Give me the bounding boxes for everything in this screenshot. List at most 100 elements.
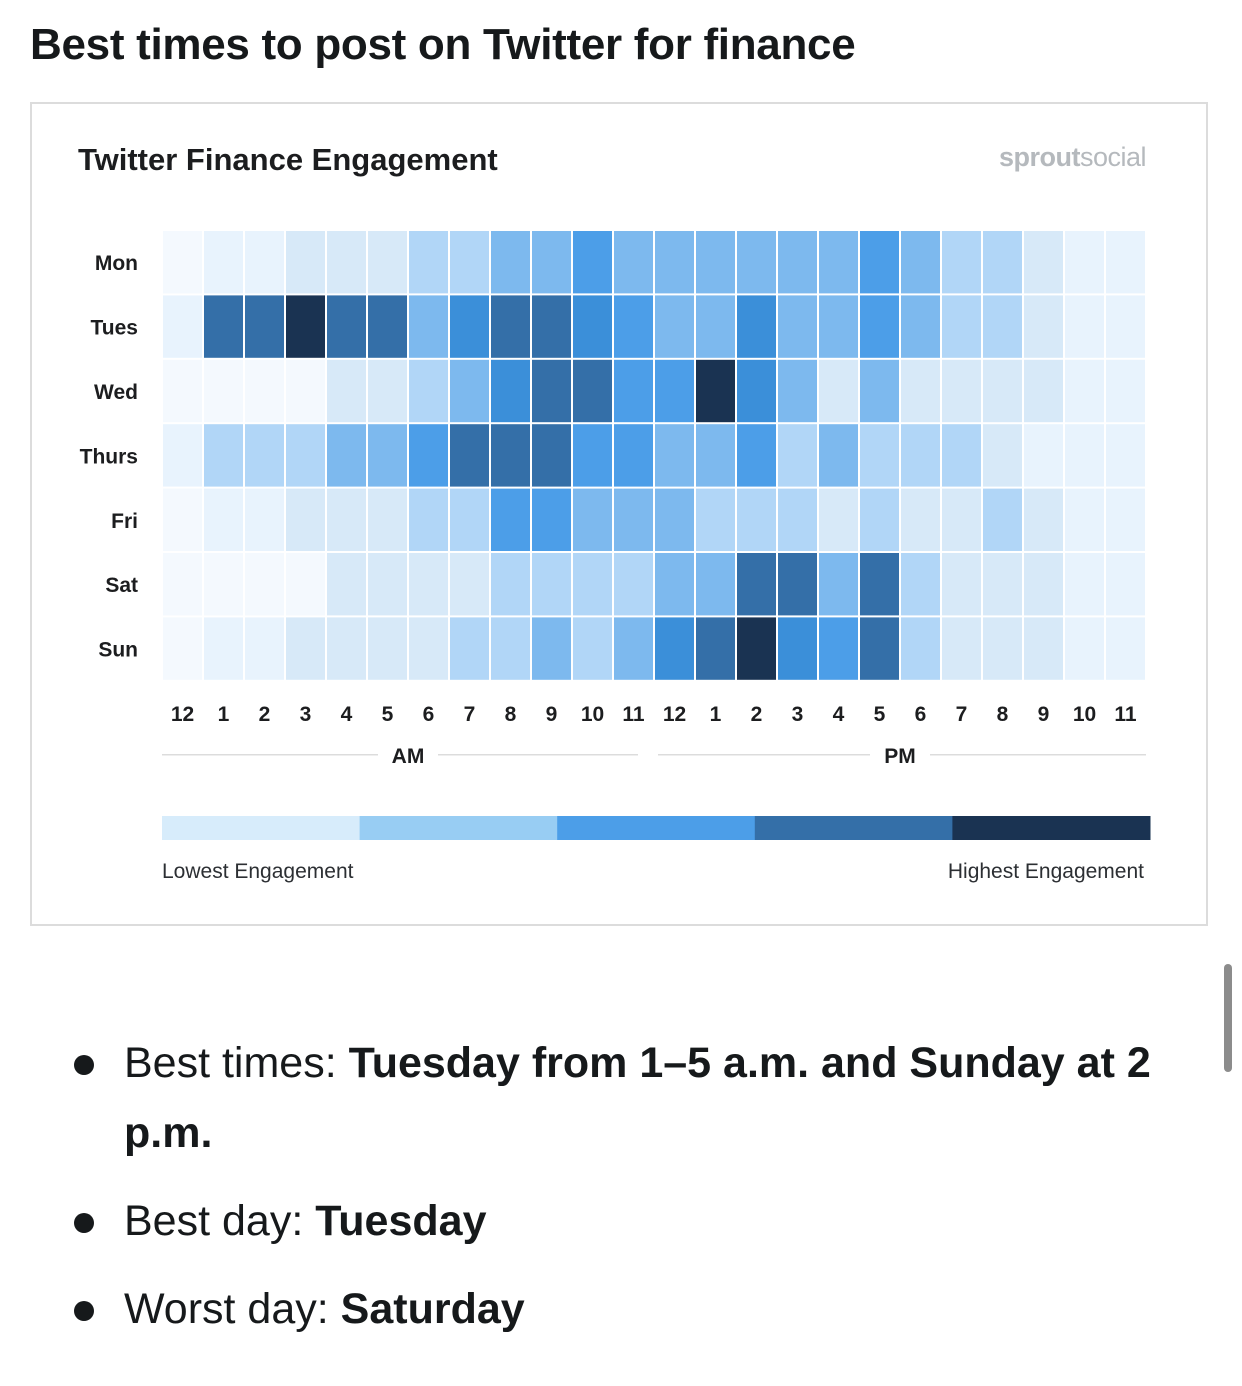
heatmap-cell <box>1065 553 1104 616</box>
x-tick-label: 11 <box>1114 703 1137 726</box>
heatmap-cell <box>1106 424 1145 487</box>
scrollbar-thumb[interactable] <box>1224 964 1232 1072</box>
heatmap-cell <box>573 231 612 294</box>
heatmap-cell <box>901 359 940 423</box>
heatmap-cell <box>737 231 776 294</box>
heatmap-cell <box>655 553 694 616</box>
heatmap-cell <box>409 617 448 680</box>
heatmap-cell <box>245 488 284 551</box>
heatmap-cell <box>532 231 571 294</box>
x-tick-label: 10 <box>1073 703 1096 726</box>
heatmap-cell <box>204 359 243 423</box>
heatmap-cell <box>819 553 858 616</box>
heatmap-cell <box>286 359 325 423</box>
heatmap-cell <box>368 359 407 423</box>
heatmap-cell <box>901 424 940 487</box>
heatmap-cell <box>532 553 571 616</box>
heatmap-cell <box>737 488 776 551</box>
heatmap-cell <box>614 295 653 358</box>
heatmap-cell <box>655 295 694 358</box>
heatmap-cell <box>450 617 489 680</box>
heatmap-cell <box>1065 617 1104 680</box>
heatmap-cell <box>778 359 817 423</box>
heatmap-cell <box>819 295 858 358</box>
heatmap-cell <box>573 359 612 423</box>
heatmap-cell <box>532 359 571 423</box>
x-tick-label: 6 <box>915 703 927 726</box>
x-tick-label: 2 <box>751 703 763 726</box>
heatmap-cell <box>163 424 202 487</box>
x-tick-label: 3 <box>792 703 804 726</box>
heatmap-cell <box>286 553 325 616</box>
chart-title: Twitter Finance Engagement <box>78 142 498 177</box>
heatmap-cell <box>901 553 940 616</box>
heatmap-cell <box>163 488 202 551</box>
heatmap-cell <box>245 617 284 680</box>
heatmap-cell <box>614 488 653 551</box>
heatmap-cell <box>655 617 694 680</box>
y-tick-label: Mon <box>95 252 138 275</box>
heatmap-cell <box>942 359 981 423</box>
heatmap-cell <box>368 488 407 551</box>
bullet-value: Tuesday <box>315 1197 487 1245</box>
page-title: Best times to post on Twitter for financ… <box>30 20 856 69</box>
heatmap-cell <box>778 488 817 551</box>
heatmap-cell <box>614 231 653 294</box>
heatmap-cell <box>1106 359 1145 423</box>
heatmap-cell <box>204 295 243 358</box>
logo-light-text: social <box>1079 142 1147 172</box>
heatmap-cell <box>655 359 694 423</box>
heatmap-cell <box>696 424 735 487</box>
heatmap-cell <box>368 231 407 294</box>
heatmap-cell <box>573 295 612 358</box>
heatmap-cell <box>573 488 612 551</box>
heatmap-cell <box>1024 424 1063 487</box>
heatmap-cell <box>696 359 735 423</box>
bullet-worst-day: Worst day: Saturday <box>0 1274 1242 1344</box>
heatmap-cell <box>1065 424 1104 487</box>
heatmap-cell <box>286 424 325 487</box>
heatmap-cell <box>901 231 940 294</box>
heatmap-cell <box>1106 617 1145 680</box>
heatmap-cell <box>860 488 899 551</box>
y-tick-label: Fri <box>111 510 138 533</box>
heatmap-cell <box>327 617 366 680</box>
heatmap-cell <box>450 231 489 294</box>
x-tick-label: 3 <box>300 703 312 726</box>
x-tick-label: 10 <box>581 703 604 726</box>
legend-swatch <box>162 816 361 840</box>
heatmap-cell <box>327 231 366 294</box>
y-tick-label: Tues <box>91 317 138 340</box>
heatmap-cell <box>860 424 899 487</box>
heatmap-cell <box>163 553 202 616</box>
heatmap-cell <box>245 424 284 487</box>
x-tick-label: 4 <box>833 703 845 726</box>
heatmap-cell <box>901 617 940 680</box>
heatmap-cell <box>327 359 366 423</box>
heatmap-cell <box>614 617 653 680</box>
heatmap-cell <box>901 295 940 358</box>
x-tick-label: 9 <box>1038 703 1050 726</box>
x-tick-label: 9 <box>546 703 558 726</box>
heatmap-cell <box>163 231 202 294</box>
heatmap-cell <box>532 488 571 551</box>
logo-bold-text: sprout <box>998 142 1081 172</box>
heatmap-cell <box>1065 295 1104 358</box>
heatmap-cell <box>409 488 448 551</box>
heatmap-cell <box>368 553 407 616</box>
x-tick-label: 5 <box>382 703 394 726</box>
x-tick-label: 8 <box>505 703 517 726</box>
heatmap-cell <box>491 553 530 616</box>
heatmap-cell <box>901 488 940 551</box>
y-tick-label: Sat <box>105 574 138 597</box>
heatmap-cell <box>245 553 284 616</box>
x-tick-label: 1 <box>218 703 230 726</box>
heatmap-cell <box>409 553 448 616</box>
bullet-value: Tuesday from 1–5 a.m. and Sunday at 2 p.… <box>124 1039 1151 1157</box>
heatmap-cell <box>450 488 489 551</box>
legend-swatch <box>754 816 953 840</box>
heatmap-cell <box>1024 553 1063 616</box>
x-tick-label: 2 <box>259 703 271 726</box>
heatmap-cell <box>819 424 858 487</box>
heatmap-cell <box>286 231 325 294</box>
